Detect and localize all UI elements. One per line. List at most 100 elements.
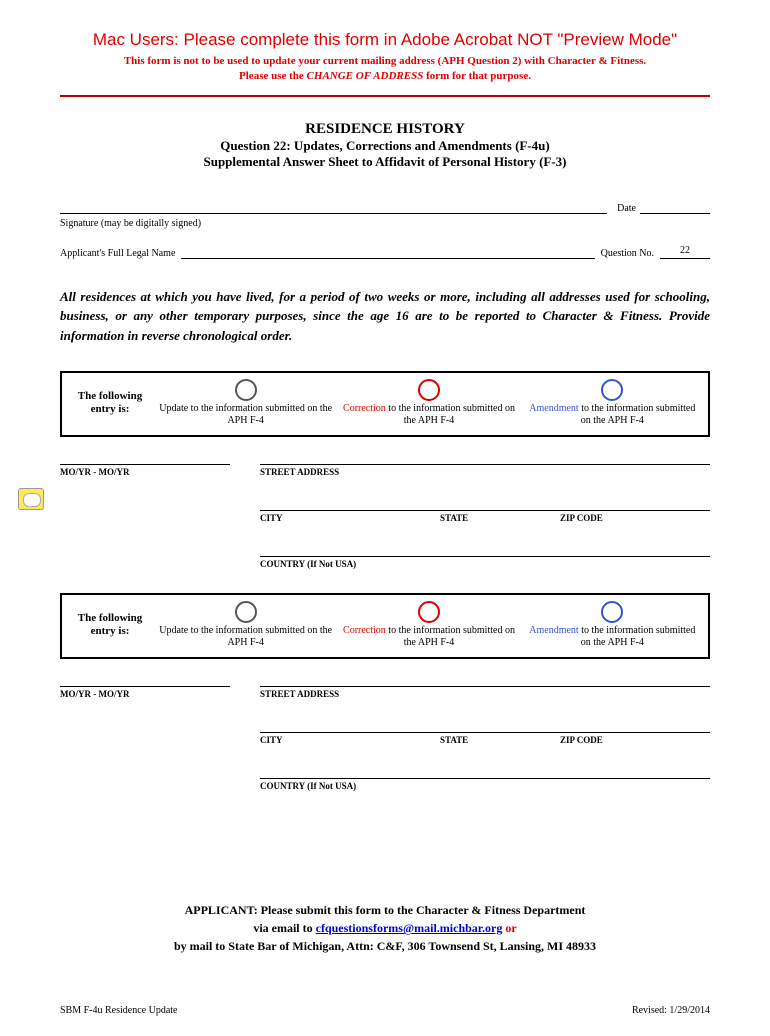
entry-label-2a: The following <box>78 612 142 624</box>
amendment-rest: to the information submitted on the APH … <box>579 403 696 426</box>
country-cell-2: COUNTRY (If Not USA) <box>260 761 710 791</box>
title-main: RESIDENCE HISTORY <box>60 121 710 138</box>
state-label-2: STATE <box>440 735 560 745</box>
entry-label-1a: The following <box>78 390 142 402</box>
zip-input-2[interactable] <box>560 715 710 733</box>
correction-word-2: Correction <box>343 625 386 636</box>
spacer-1b <box>60 539 230 569</box>
radio-update-icon[interactable] <box>235 379 257 401</box>
submit-line2: via email to cfquestionsforms@mail.michb… <box>60 919 710 937</box>
mac-warning-heading: Mac Users: Please complete this form in … <box>60 30 710 50</box>
option-correction-text-2: Correction to the information submitted … <box>341 625 516 649</box>
submit-line3: by mail to State Bar of Michigan, Attn: … <box>60 937 710 955</box>
moyr-input-1[interactable] <box>60 447 230 465</box>
country-input-1[interactable] <box>260 539 710 557</box>
country-label-2: COUNTRY (If Not USA) <box>260 781 710 791</box>
update-word: Update <box>159 403 188 414</box>
sub-warning-line2: Please use the CHANGE OF ADDRESS form fo… <box>60 69 710 84</box>
moyr-cell-2: MO/YR - MO/YR <box>60 669 230 699</box>
street-cell-1: STREET ADDRESS <box>260 447 710 477</box>
footer-left: SBM F-4u Residence Update <box>60 1005 178 1016</box>
state-input-1[interactable] <box>440 493 560 511</box>
title-line3: Supplemental Answer Sheet to Affidavit o… <box>60 154 710 170</box>
address-block-2: MO/YR - MO/YR STREET ADDRESS CITY STATE … <box>60 669 710 791</box>
page-container: Mac Users: Please complete this form in … <box>0 0 770 1036</box>
moyr-input-2[interactable] <box>60 669 230 687</box>
entry-type-box-1: The following entry is: Update to the in… <box>60 371 710 437</box>
sub-warning-2c: form for that purpose. <box>423 70 531 82</box>
entry-type-box-2: The following entry is: Update to the in… <box>60 593 710 659</box>
change-of-address-emphasis: CHANGE OF ADDRESS <box>307 70 424 82</box>
country-input-2[interactable] <box>260 761 710 779</box>
option-amendment-2: Amendment to the information submitted o… <box>525 601 700 649</box>
pdf-comment-annotation-icon[interactable] <box>18 488 44 510</box>
street-label-1: STREET ADDRESS <box>260 467 710 477</box>
zip-input-1[interactable] <box>560 493 710 511</box>
date-input-line[interactable] <box>640 200 710 214</box>
option-update-text-1: Update to the information submitted on t… <box>158 403 333 427</box>
submit-line1: APPLICANT: Please submit this form to th… <box>60 901 710 919</box>
page-footer: SBM F-4u Residence Update Revised: 1/29/… <box>60 1005 710 1016</box>
option-amendment-1: Amendment to the information submitted o… <box>525 379 700 427</box>
correction-rest-2: to the information submitted on the APH … <box>386 625 515 648</box>
update-rest: to the information submitted on the APH … <box>188 403 332 426</box>
option-update-1: Update to the information submitted on t… <box>158 379 333 427</box>
csz-cell-1: CITY STATE ZIP CODE <box>260 493 710 523</box>
city-label-2: CITY <box>260 735 440 745</box>
name-input-line[interactable] <box>181 245 594 259</box>
option-correction-text-1: Correction to the information submitted … <box>341 403 516 427</box>
radio-correction-icon[interactable] <box>418 379 440 401</box>
submit-or: or <box>502 921 516 935</box>
submit-instructions: APPLICANT: Please submit this form to th… <box>60 901 710 955</box>
submit-line2a: via email to <box>253 921 315 935</box>
zip-label-2: ZIP CODE <box>560 735 710 745</box>
title-block: RESIDENCE HISTORY Question 22: Updates, … <box>60 121 710 170</box>
zip-label-1: ZIP CODE <box>560 513 710 523</box>
street-label-2: STREET ADDRESS <box>260 689 710 699</box>
option-amendment-text-2: Amendment to the information submitted o… <box>525 625 700 649</box>
question-number-value: 22 <box>660 245 710 259</box>
signature-input-line[interactable] <box>60 200 607 214</box>
street-input-2[interactable] <box>260 669 710 687</box>
radio-amendment-icon[interactable] <box>601 379 623 401</box>
city-label-1: CITY <box>260 513 440 523</box>
signature-row: Date <box>60 200 710 214</box>
radio-amendment-icon-2[interactable] <box>601 601 623 623</box>
moyr-cell-1: MO/YR - MO/YR <box>60 447 230 477</box>
title-line2: Question 22: Updates, Corrections and Am… <box>60 138 710 154</box>
red-divider <box>60 95 710 97</box>
city-input-2[interactable] <box>260 715 440 733</box>
moyr-label-1: MO/YR - MO/YR <box>60 467 230 477</box>
state-input-2[interactable] <box>440 715 560 733</box>
state-label-1: STATE <box>440 513 560 523</box>
sub-warning-line1: This form is not to be used to update yo… <box>60 54 710 69</box>
entry-label-2: The following entry is: <box>70 612 150 638</box>
city-input-1[interactable] <box>260 493 440 511</box>
street-input-1[interactable] <box>260 447 710 465</box>
csz-cell-2: CITY STATE ZIP CODE <box>260 715 710 745</box>
signature-label: Signature (may be digitally signed) <box>60 218 710 229</box>
radio-update-icon-2[interactable] <box>235 601 257 623</box>
address-block-1: MO/YR - MO/YR STREET ADDRESS CITY STATE … <box>60 447 710 569</box>
correction-rest: to the information submitted on the APH … <box>386 403 515 426</box>
entry-label-1b: entry is: <box>91 403 130 415</box>
amendment-word-2: Amendment <box>529 625 578 636</box>
country-cell-1: COUNTRY (If Not USA) <box>260 539 710 569</box>
sub-warning-2a: Please use the <box>239 70 307 82</box>
radio-correction-icon-2[interactable] <box>418 601 440 623</box>
name-row: Applicant's Full Legal Name Question No.… <box>60 245 710 259</box>
instructions-text: All residences at which you have lived, … <box>60 287 710 346</box>
amendment-word: Amendment <box>529 403 578 414</box>
amendment-rest-2: to the information submitted on the APH … <box>579 625 696 648</box>
date-block: Date <box>617 200 710 214</box>
option-correction-1: Correction to the information submitted … <box>341 379 516 427</box>
question-label: Question No. <box>601 248 654 259</box>
option-correction-2: Correction to the information submitted … <box>341 601 516 649</box>
entry-label-2b: entry is: <box>91 625 130 637</box>
spacer-1 <box>60 493 230 523</box>
footer-right: Revised: 1/29/2014 <box>632 1005 710 1016</box>
submit-email-link[interactable]: cfquestionsforms@mail.michbar.org <box>316 921 503 935</box>
spacer-2b <box>60 761 230 791</box>
update-word-2: Update <box>159 625 188 636</box>
correction-word: Correction <box>343 403 386 414</box>
